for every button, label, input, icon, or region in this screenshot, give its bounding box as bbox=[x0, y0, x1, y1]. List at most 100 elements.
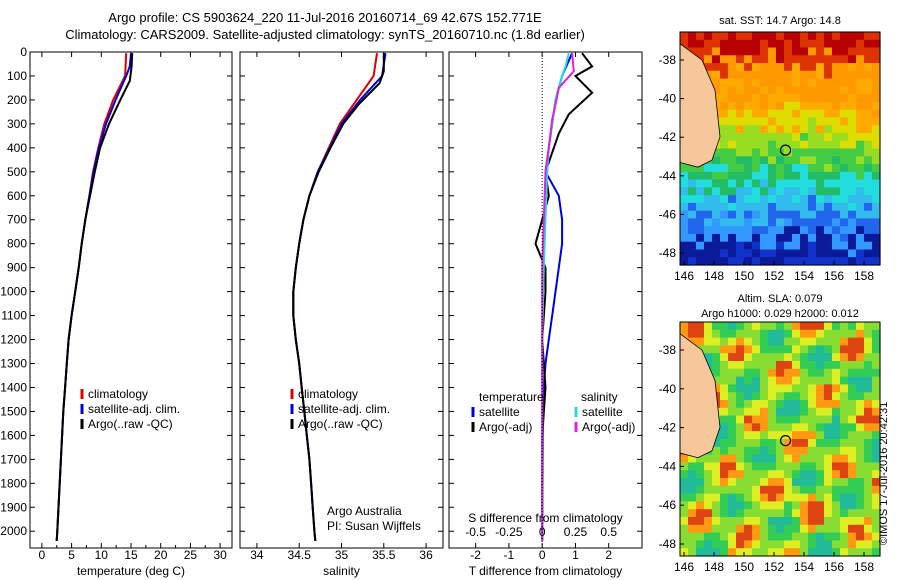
map-cell bbox=[760, 329, 769, 339]
map-cell bbox=[848, 353, 857, 362]
map-cell bbox=[712, 517, 721, 526]
map-cell bbox=[840, 501, 849, 510]
map-cell bbox=[736, 117, 745, 126]
map-cell bbox=[808, 415, 817, 424]
map-cell bbox=[768, 187, 777, 196]
map-cell bbox=[816, 101, 825, 111]
map-cell bbox=[752, 202, 761, 212]
map-cell bbox=[848, 257, 857, 266]
map-cell bbox=[800, 55, 809, 64]
map-cell bbox=[784, 78, 793, 87]
map-cell bbox=[800, 446, 809, 456]
map-cell bbox=[680, 171, 689, 181]
map-cell bbox=[704, 164, 713, 173]
map-cell bbox=[800, 407, 809, 417]
legend-label: satellite bbox=[479, 405, 520, 419]
map-cell bbox=[736, 470, 745, 479]
map-cell bbox=[840, 32, 849, 41]
map-cell bbox=[856, 470, 865, 479]
map-cell bbox=[824, 337, 833, 346]
map-cell bbox=[768, 392, 777, 401]
map-cell bbox=[832, 462, 841, 471]
map-cell bbox=[704, 179, 713, 188]
map-cell bbox=[824, 148, 833, 157]
map-cell bbox=[872, 249, 881, 258]
map-cell bbox=[696, 39, 705, 49]
map-cell bbox=[856, 361, 865, 370]
map-cell bbox=[712, 187, 721, 196]
map-cell bbox=[840, 241, 849, 251]
map-cell bbox=[680, 462, 689, 471]
map-cell bbox=[792, 517, 801, 526]
map-cell bbox=[752, 376, 761, 385]
map-cell bbox=[792, 39, 801, 49]
y-tick-label: 1800 bbox=[0, 476, 27, 490]
map-cell bbox=[792, 241, 801, 251]
map-cell bbox=[832, 241, 841, 251]
map-cell bbox=[824, 470, 833, 479]
map-cell bbox=[760, 210, 769, 219]
map-cell bbox=[736, 179, 745, 188]
map-cell bbox=[752, 540, 761, 549]
map-cell bbox=[832, 101, 841, 111]
map-cell bbox=[848, 101, 857, 111]
map-cell bbox=[832, 376, 841, 385]
map-cell bbox=[856, 509, 865, 518]
map-cell bbox=[856, 117, 865, 126]
map-cell bbox=[712, 249, 721, 258]
map-cell bbox=[760, 125, 769, 134]
map-cell bbox=[736, 140, 745, 150]
map-cell bbox=[760, 392, 769, 401]
map-cell bbox=[720, 454, 729, 463]
series-line-argo-adj- bbox=[541, 53, 575, 541]
map-cell bbox=[792, 470, 801, 479]
map-cell bbox=[760, 218, 769, 227]
map-cell bbox=[864, 171, 873, 181]
map-cell bbox=[856, 109, 865, 119]
map-cell bbox=[856, 156, 865, 165]
map-x-label: 154 bbox=[794, 560, 814, 574]
map-cell bbox=[712, 164, 721, 173]
map-cell bbox=[816, 32, 825, 41]
map-cell bbox=[768, 540, 777, 549]
map-cell bbox=[848, 32, 857, 41]
map-cell bbox=[840, 400, 849, 409]
map-cell bbox=[744, 94, 753, 103]
map-cell bbox=[792, 509, 801, 518]
legend-label: Argo(-adj) bbox=[479, 420, 532, 434]
map-cell bbox=[840, 101, 849, 111]
map-cell bbox=[832, 407, 841, 417]
map-cell bbox=[784, 187, 793, 196]
map-cell bbox=[768, 470, 777, 479]
map-cell bbox=[728, 470, 737, 479]
map-cell bbox=[720, 70, 729, 80]
map-cell bbox=[712, 86, 721, 95]
map-cell bbox=[840, 148, 849, 157]
map-cell bbox=[840, 353, 849, 362]
map-cell bbox=[800, 462, 809, 471]
map-cell bbox=[816, 431, 825, 440]
map-cell bbox=[840, 86, 849, 95]
map-cell bbox=[800, 148, 809, 157]
map-cell bbox=[816, 329, 825, 339]
map-cell bbox=[736, 218, 745, 227]
map-cell bbox=[688, 548, 697, 557]
map-cell bbox=[760, 454, 769, 463]
map-cell bbox=[680, 218, 689, 227]
map-cell bbox=[784, 257, 793, 266]
map-cell bbox=[856, 423, 865, 432]
map-cell bbox=[840, 156, 849, 165]
map-y-label: -48 bbox=[659, 537, 677, 551]
map-cell bbox=[808, 171, 817, 181]
map-cell bbox=[728, 195, 737, 204]
map-cell bbox=[712, 462, 721, 471]
map-cell bbox=[768, 86, 777, 95]
map-cell bbox=[776, 392, 785, 401]
map-cell bbox=[704, 195, 713, 204]
map-cell bbox=[872, 368, 881, 378]
map-cell bbox=[848, 133, 857, 142]
map-cell bbox=[848, 148, 857, 157]
map-cell bbox=[840, 517, 849, 526]
map-cell bbox=[840, 63, 849, 72]
map-cell bbox=[712, 233, 721, 243]
